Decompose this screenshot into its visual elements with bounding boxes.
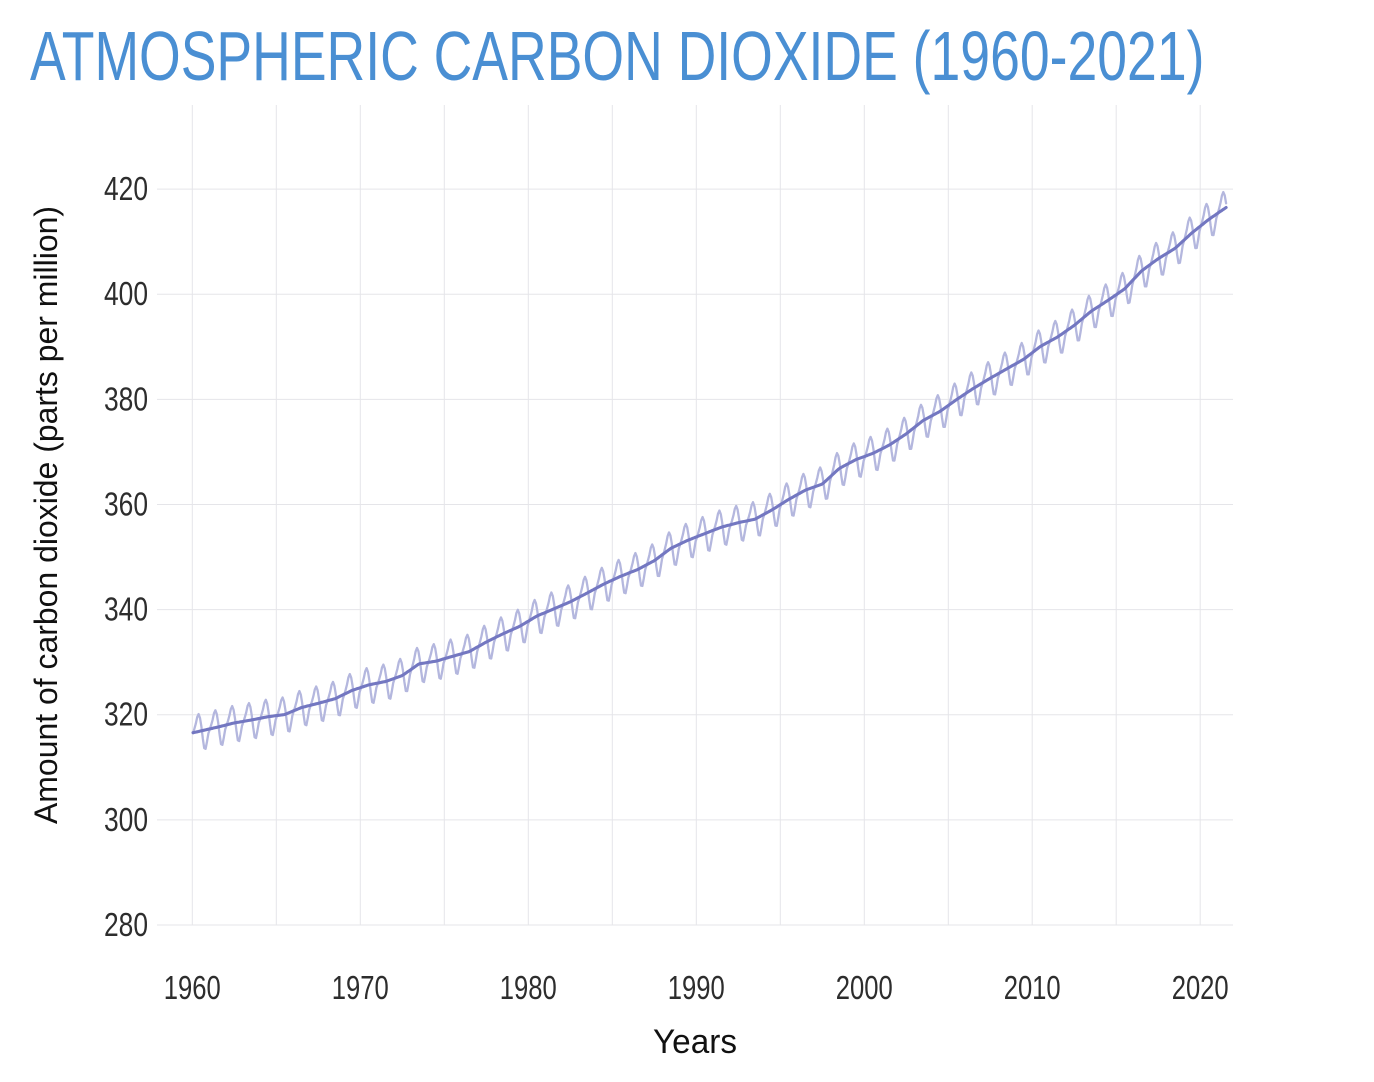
chart-title: ATMOSPHERIC CARBON DIOXIDE (1960-2021): [30, 17, 1205, 95]
y-tick-label: 380: [104, 380, 148, 417]
y-tick-label: 320: [104, 696, 148, 733]
x-tick-label: 1960: [164, 969, 221, 1006]
x-axis-title: Years: [653, 1023, 737, 1061]
y-axis-title: Amount of carbon dioxide (parts per mill…: [28, 206, 64, 824]
y-tick-label: 280: [104, 906, 148, 943]
annual-trend-line: [191, 205, 1228, 735]
x-tick-label: 2000: [836, 969, 893, 1006]
x-tick-label: 1990: [668, 969, 725, 1006]
x-tick-label: 1980: [500, 969, 557, 1006]
y-tick-label: 420: [104, 170, 148, 207]
monthly-co2-line: [191, 190, 1228, 750]
x-tick-label: 1970: [332, 969, 389, 1006]
y-tick-label: 300: [104, 801, 148, 838]
x-tick-label: 2010: [1004, 969, 1061, 1006]
y-tick-label: 340: [104, 591, 148, 628]
y-tick-label: 360: [104, 486, 148, 523]
x-tick-label: 2020: [1172, 969, 1229, 1006]
y-tick-label: 400: [104, 275, 148, 312]
